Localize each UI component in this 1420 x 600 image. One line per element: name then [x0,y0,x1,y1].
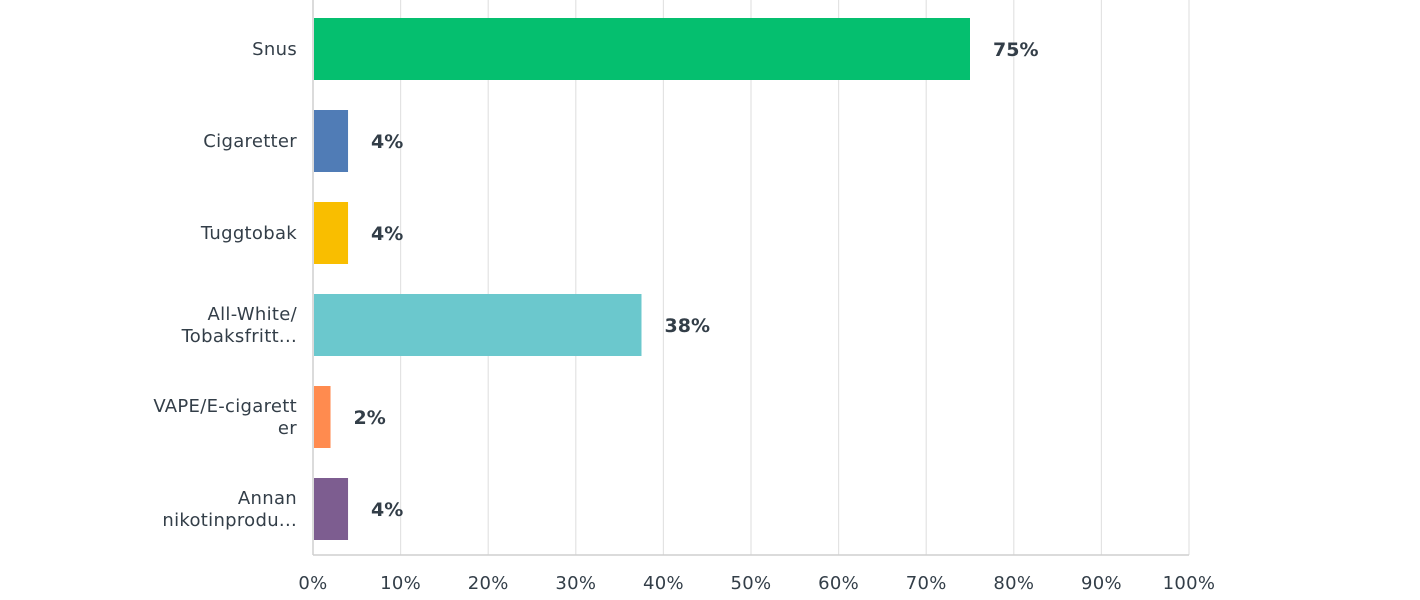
category-label: VAPE/E-cigarett er [153,396,297,439]
x-tick-label: 30% [555,573,596,594]
x-tick-label: 50% [731,573,772,594]
data-label: 4% [371,131,403,153]
x-tick-label: 20% [468,573,509,594]
bar [314,18,970,80]
bar [314,478,349,540]
x-tick-label: 100% [1163,573,1216,594]
labels: 75% Snus 4% Cigaretter 4% Tuggtobak 38% All-Whi… [153,39,1038,531]
data-label: 38% [665,315,710,337]
category-label: Snus [252,39,297,60]
bar [314,386,331,448]
x-axis-ticks: 0% 10% 20% 30% 40% 50% 60% 70% 80% 90% 100% [298,573,1215,594]
gridlines [400,0,1190,555]
category-label: All-White/Tobaksfritt... [181,304,298,347]
x-tick-label: 90% [1081,573,1122,594]
category-label: Tuggtobak [200,223,297,244]
x-tick-label: 80% [993,573,1034,594]
category-label: Cigaretter [203,131,297,152]
data-label: 75% [993,39,1038,61]
bars [314,18,970,540]
bar [314,294,642,356]
x-tick-label: 70% [906,573,947,594]
bar [314,110,349,172]
x-tick-label: 10% [380,573,421,594]
x-tick-label: 0% [298,573,327,594]
x-tick-label: 40% [643,573,684,594]
bar [314,202,349,264]
data-label: 2% [354,407,386,429]
data-label: 4% [371,223,403,245]
data-label: 4% [371,499,403,521]
category-label: Annan nikotinprodu... [162,488,297,531]
x-tick-label: 60% [818,573,859,594]
